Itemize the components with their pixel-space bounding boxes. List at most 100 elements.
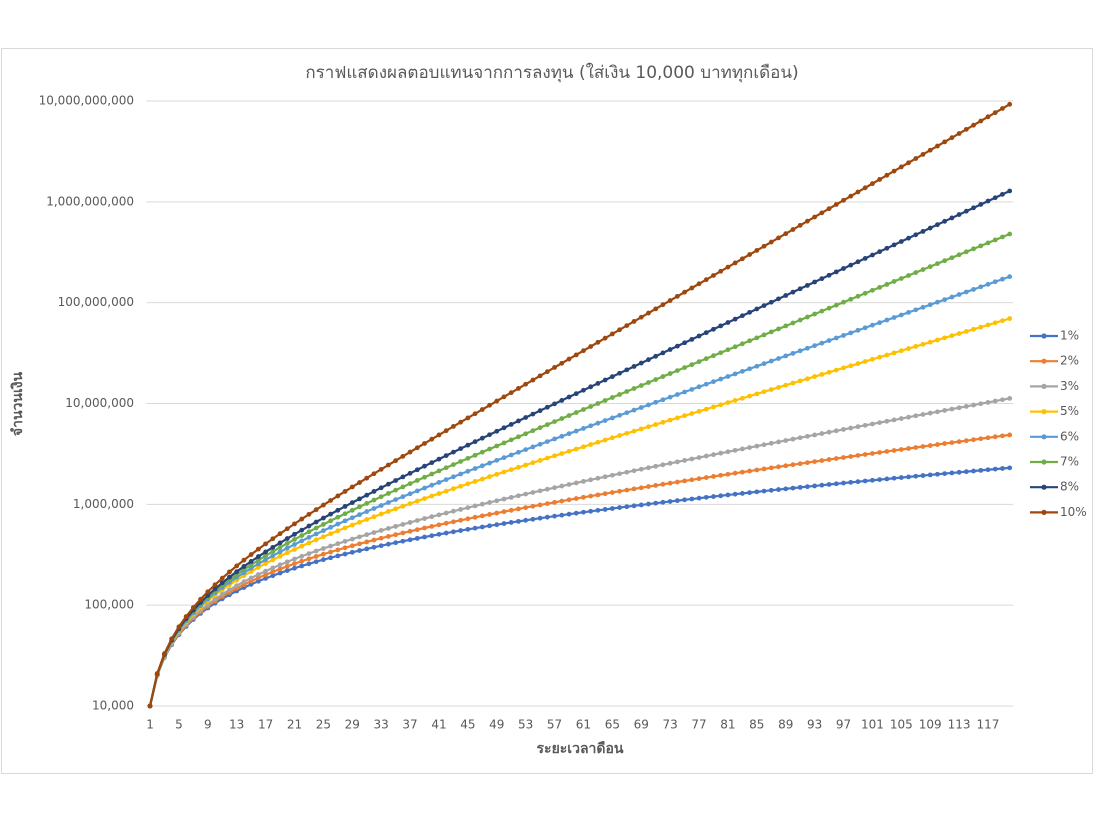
data-point [826, 338, 832, 343]
data-point [537, 457, 543, 463]
data-point [855, 453, 861, 458]
data-point [978, 118, 984, 124]
data-point [682, 413, 687, 419]
data-point [855, 189, 861, 195]
data-point [292, 521, 297, 527]
data-point [263, 568, 268, 574]
data-point [877, 320, 883, 326]
data-point [1007, 395, 1013, 401]
data-point [328, 531, 334, 537]
data-point [682, 478, 687, 484]
data-point [544, 422, 550, 428]
data-point [985, 467, 991, 473]
data-point [877, 450, 883, 455]
data-point [552, 365, 557, 370]
data-point [906, 310, 911, 315]
data-point [703, 277, 709, 283]
data-point [862, 422, 868, 428]
data-point [674, 293, 680, 299]
data-point [667, 298, 673, 303]
data-point [241, 564, 247, 569]
data-point [162, 651, 167, 656]
data-point [768, 299, 774, 305]
data-point [219, 580, 225, 586]
data-point [400, 503, 406, 509]
data-point [992, 434, 998, 440]
data-point [400, 494, 406, 500]
data-point [270, 569, 276, 575]
data-point [581, 444, 586, 450]
data-point [884, 352, 890, 358]
data-point [284, 563, 290, 569]
data-point [494, 522, 500, 528]
data-point [638, 466, 644, 472]
data-point [667, 480, 673, 486]
data-point [660, 374, 666, 379]
data-point [544, 369, 550, 375]
data-point [306, 551, 312, 557]
data-point [190, 605, 196, 610]
data-point [501, 521, 507, 526]
data-point [732, 491, 738, 497]
data-point [1007, 231, 1013, 237]
data-point [414, 498, 420, 504]
data-point [935, 143, 940, 149]
data-point [963, 249, 969, 255]
x-tick-label: 49 [489, 718, 504, 732]
data-point [920, 304, 926, 310]
data-point [920, 412, 926, 417]
data-point [761, 361, 767, 367]
data-point [725, 471, 731, 477]
data-point [472, 525, 478, 531]
data-point [516, 434, 521, 440]
data-point [617, 505, 622, 510]
data-point [602, 377, 608, 383]
data-point [386, 491, 391, 496]
data-point [299, 553, 305, 559]
data-point [877, 477, 883, 482]
data-point [284, 536, 290, 541]
data-point [472, 452, 478, 458]
legend-label: 6% [1060, 429, 1079, 443]
data-point [306, 535, 312, 540]
data-point [1000, 234, 1005, 240]
data-point [804, 460, 810, 466]
data-point [638, 314, 644, 320]
data-point [949, 255, 955, 261]
data-point [342, 504, 348, 509]
data-point [718, 450, 724, 456]
data-point [768, 487, 774, 493]
data-point [364, 532, 370, 538]
data-point [870, 181, 875, 187]
data-point [205, 589, 211, 595]
data-point [472, 466, 478, 471]
data-point [566, 356, 572, 362]
data-point [544, 514, 550, 520]
data-point [862, 452, 868, 457]
data-point [227, 574, 232, 580]
data-point [595, 420, 601, 426]
data-point [378, 528, 384, 533]
data-point [754, 363, 760, 369]
data-point [826, 369, 832, 375]
x-tick-label: 13 [229, 718, 244, 732]
y-tick-label: 1,000,000,000 [46, 194, 134, 208]
data-point [689, 477, 695, 483]
data-point [429, 436, 435, 442]
data-point [451, 462, 456, 467]
data-point [1007, 316, 1013, 321]
data-point [465, 516, 471, 522]
x-tick-label: 73 [662, 718, 677, 732]
data-point [371, 514, 377, 520]
data-point [248, 552, 254, 557]
data-point [942, 139, 948, 145]
data-point [451, 474, 456, 480]
data-point [971, 205, 976, 211]
data-point [422, 474, 427, 480]
data-point [371, 530, 377, 535]
data-point [624, 487, 630, 493]
data-point [494, 471, 500, 477]
data-point [718, 268, 724, 274]
data-point [465, 481, 471, 487]
data-point [754, 335, 760, 341]
